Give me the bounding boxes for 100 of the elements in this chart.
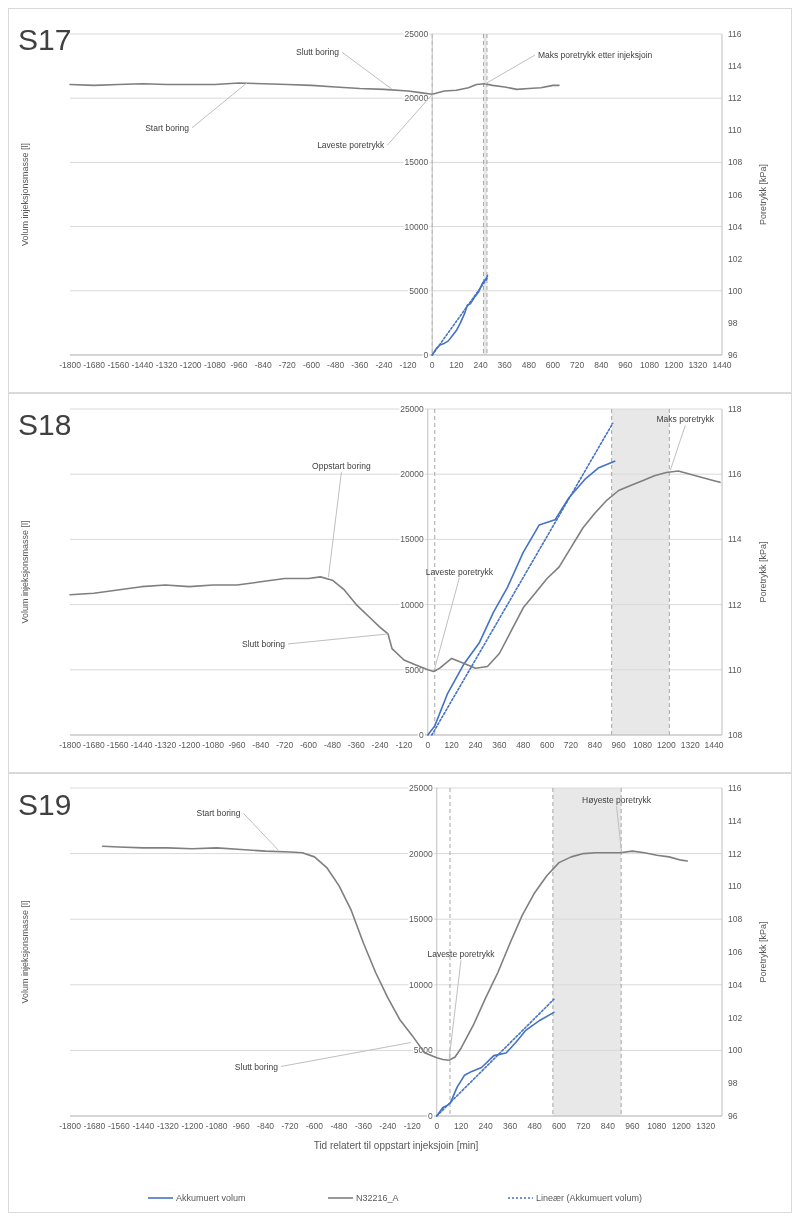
x-tick-label: 240	[468, 740, 483, 750]
y2-tick-label: 98	[728, 317, 738, 328]
x-tick-label: -360	[347, 740, 366, 750]
y2-tick-label: 98	[728, 1078, 738, 1089]
x-tick-label: -960	[230, 360, 248, 370]
y2-tick-label: 108	[728, 157, 743, 168]
x-tick-label: 840	[587, 740, 603, 750]
x-tick-label: -720	[278, 360, 297, 370]
x-tick-label: 480	[527, 1121, 542, 1131]
x-tick-label: 1080	[640, 360, 660, 370]
x-tick-label: -1560	[108, 1121, 131, 1131]
y2-tick-label: 116	[728, 29, 742, 39]
x-tick-label: 1200	[656, 740, 677, 750]
chart-title: S19	[18, 788, 72, 821]
x-tick-label: -120	[395, 740, 413, 750]
x-tick-label: -1320	[154, 740, 177, 750]
x-tick-label: -480	[323, 740, 342, 750]
x-tick-label: 720	[576, 1121, 591, 1131]
y2-tick-label: 112	[728, 848, 742, 859]
y-tick-label: 0	[419, 730, 425, 740]
legend-label: Lineær (Akkumuert volum)	[536, 1193, 643, 1203]
annotation: Slutt boring	[242, 638, 286, 649]
x-tick-label: 600	[545, 360, 561, 370]
y2-tick-label: 108	[728, 914, 743, 925]
annotation: Oppstart boring	[312, 461, 371, 472]
y-tick-label: 5000	[404, 664, 425, 675]
annotation: Maks poretrykk	[656, 414, 715, 425]
x-tick-label: -600	[300, 740, 318, 750]
x-tick-label: -1200	[178, 740, 201, 750]
x-tick-label: -1800	[59, 360, 82, 370]
x-tick-label: 120	[444, 740, 460, 750]
annotation: Høyeste poretrykk	[582, 795, 652, 806]
y2-tick-label: 110	[728, 664, 742, 675]
y2-tick-label: 108	[728, 730, 743, 740]
y-tick-label: 10000	[404, 221, 429, 232]
y2-tick-label: 106	[728, 189, 743, 200]
y2-tick-label: 118	[728, 404, 742, 414]
x-tick-label: -1200	[181, 1121, 204, 1131]
y-tick-label: 20000	[400, 469, 425, 480]
y-axis-title: Volum injeksjonsmasse [l]	[20, 520, 30, 624]
x-tick-label: -1320	[155, 360, 178, 370]
y-tick-label: 15000	[404, 157, 429, 168]
x-tick-label: -240	[379, 1121, 397, 1131]
x-tick-label: -1440	[130, 740, 153, 750]
x-tick-label: -840	[254, 360, 272, 370]
x-tick-label: 240	[478, 1121, 494, 1131]
x-tick-label: -840	[252, 740, 270, 750]
x-tick-label: 960	[618, 360, 633, 370]
x-tick-label: 360	[497, 360, 513, 370]
x-tick-label: 120	[449, 360, 464, 370]
x-tick-label: -1440	[131, 360, 154, 370]
y2-tick-label: 116	[728, 469, 742, 480]
y-tick-label: 0	[428, 1111, 434, 1121]
y-tick-label: 20000	[404, 93, 429, 104]
x-tick-label: -240	[375, 360, 393, 370]
y-axis-title: Volum injeksjonsmasse [l]	[20, 142, 30, 247]
annotation: Start boring	[196, 808, 241, 819]
y2-axis-title: Poretrykk [kPa]	[758, 163, 768, 226]
y2-tick-label: 110	[728, 125, 742, 136]
legend-label: Akkumuert volum	[176, 1193, 246, 1203]
y-tick-label: 15000	[409, 914, 434, 925]
y2-tick-label: 102	[728, 1012, 743, 1023]
y-tick-label: 25000	[400, 404, 425, 414]
annotation: Slutt boring	[234, 1061, 279, 1072]
x-tick-label: 480	[521, 360, 537, 370]
annotation: Start boring	[145, 122, 190, 133]
y2-tick-label: 106	[728, 947, 743, 957]
x-tick-label: 1320	[688, 360, 708, 370]
x-tick-label: 600	[539, 740, 555, 750]
x-tick-label: 1320	[680, 740, 700, 750]
x-tick-label: 360	[503, 1121, 518, 1131]
x-tick-label: 840	[594, 360, 609, 370]
chart-title: S17	[18, 23, 72, 56]
x-tick-label: 960	[611, 740, 626, 750]
x-tick-label: -1080	[204, 360, 227, 370]
x-tick-label: -1560	[107, 360, 130, 370]
y2-axis-title: Poretrykk [kPa]	[758, 541, 768, 603]
x-tick-label: -1800	[59, 740, 82, 750]
x-tick-label: -240	[371, 740, 389, 750]
annotation: Laveste poretrykk	[425, 566, 494, 577]
x-tick-label: -1080	[202, 740, 225, 750]
y2-tick-label: 100	[728, 1045, 743, 1056]
chart-title: S18	[18, 408, 72, 441]
x-tick-label: -480	[327, 360, 345, 370]
y2-tick-label: 100	[728, 285, 743, 296]
x-tick-label: 720	[563, 740, 579, 750]
y-tick-label: 15000	[400, 534, 425, 545]
annotation: Maks poretrykk etter injeksjoin	[537, 50, 653, 61]
x-tick-label: -120	[399, 360, 417, 370]
y-tick-label: 25000	[404, 29, 429, 39]
annotation: Laveste poretrykk	[317, 140, 385, 151]
x-tick-label: 240	[473, 360, 488, 370]
x-tick-label: 720	[570, 360, 585, 370]
x-tick-label: 1080	[633, 740, 653, 750]
y2-tick-label: 96	[728, 350, 738, 360]
line-series	[101, 845, 689, 1062]
x-tick-label: -600	[302, 360, 321, 370]
x-tick-label: -480	[330, 1121, 348, 1131]
x-axis-title: Tid relatert til oppstart injeksjoin [min]	[313, 1140, 479, 1151]
annotation: Laveste poretrykk	[427, 949, 496, 960]
